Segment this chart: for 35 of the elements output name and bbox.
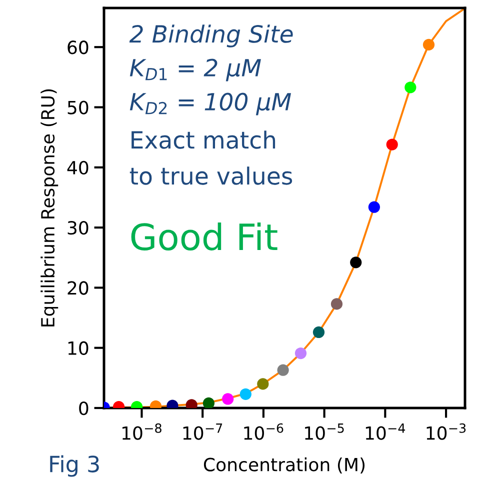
y-tick-label: 60 [68,40,88,54]
annotation: Good Fit [131,222,278,250]
y-tick-label: 20 [68,281,88,295]
y-tick-label: 50 [68,100,88,114]
x-axis-title: Concentration (M) [204,457,365,474]
annotation: to true values [130,166,292,185]
point [202,397,214,408]
point [422,38,435,50]
x-tick-label: 10$^{−4}$ [366,424,406,440]
annotation: Exact match [132,130,276,149]
x-tick-label: 10$^{−5}$ [305,424,344,440]
caption: Fig 3 [50,455,99,477]
point [222,393,234,405]
annotation: 2 Binding Site [129,24,293,48]
point [294,347,307,360]
annotation: K$_{D1}$ = 2 μM [130,58,261,82]
annotation: K$_{D2}$ = 100 μM [130,92,291,116]
y-tick-label: 10 [68,341,88,355]
x-tick-label: 10$^{−3}$ [426,423,466,440]
point [312,326,325,338]
point [368,201,380,213]
point [277,364,289,376]
point [386,138,398,150]
y-tick-label: 0 [79,401,88,416]
x-tick-label: 10$^{−7}$ [183,424,222,440]
point [257,378,269,390]
y-tick-label: 30 [68,221,88,235]
x-tick-label: 10$^{−6}$ [244,423,284,440]
x-tick-label: 10$^{−8}$ [122,423,162,440]
point [350,256,362,268]
y-tick-label: 40 [67,160,88,175]
point [330,298,343,310]
point [404,82,416,94]
y-axis-title: Equilibrium Response (RU) [40,89,58,326]
point [240,388,252,400]
